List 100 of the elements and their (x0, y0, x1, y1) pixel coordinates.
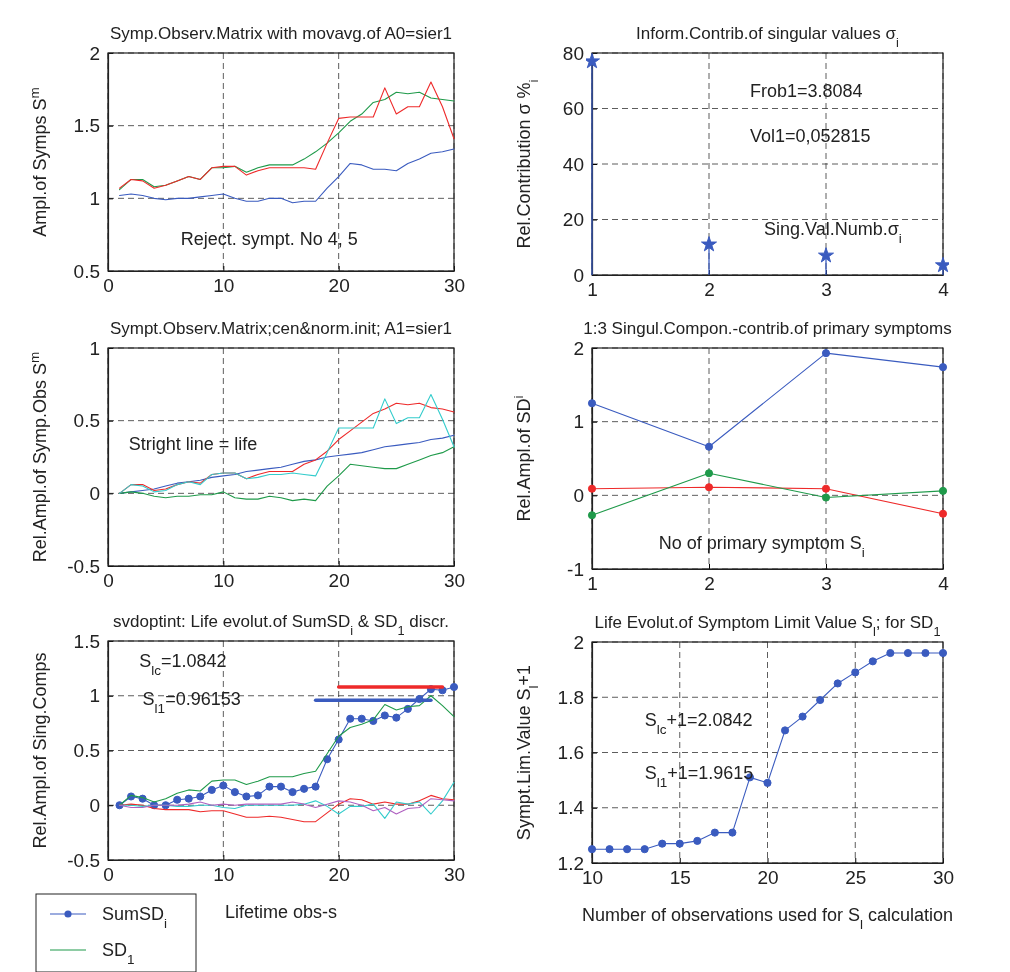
point (868, 657, 877, 666)
annotation: Stright line = life (128, 434, 258, 455)
annotation: S$_{lc}$+1=2.0842 (644, 709, 753, 737)
point (704, 483, 714, 492)
y-tick-label: 0 (89, 482, 100, 504)
point (816, 695, 825, 705)
point (449, 682, 459, 692)
point (704, 442, 714, 451)
point (817, 247, 835, 263)
point (851, 668, 860, 677)
x-axis-title: Lifetime obs-s (224, 902, 338, 922)
point (821, 493, 831, 502)
x-tick-label: 1 (587, 573, 598, 595)
line-series (118, 148, 455, 204)
x-tick-label: 10 (213, 570, 235, 592)
point (821, 484, 831, 493)
point (196, 792, 205, 801)
point (587, 511, 597, 520)
point (886, 648, 895, 658)
point (346, 714, 355, 723)
x-tick-label: 10 (213, 864, 235, 886)
point (300, 784, 309, 793)
point (587, 399, 597, 408)
point (253, 791, 262, 800)
x-tick-label: 0 (103, 864, 114, 886)
chart-title: Symp.Observ.Matrix with movavg.of A0=sier1 (109, 24, 453, 43)
point (265, 782, 274, 791)
point (763, 778, 772, 787)
x-tick-label: 30 (443, 864, 466, 886)
y-tick-label: 0 (89, 794, 100, 816)
x-tick-label: 3 (821, 573, 832, 595)
point (392, 713, 401, 722)
y-tick-label: -0.5 (67, 849, 100, 871)
x-tick-label: 0 (103, 275, 114, 297)
point (173, 795, 182, 804)
point (675, 839, 684, 848)
chart-title: Inform.Contrib.of singular values σ$_{i}$ (636, 24, 899, 50)
point (207, 785, 216, 794)
point (710, 828, 719, 837)
y-tick-label: 1.2 (557, 852, 584, 874)
annotation: Sing.Val.Numb.σ$_{i}$ (763, 219, 902, 246)
y-tick-label: 1.5 (73, 630, 100, 652)
point (242, 792, 251, 801)
point (938, 363, 948, 372)
annotation: S$_{l1}$+1=1.9615 (644, 763, 754, 790)
x-tick-label: 2 (704, 573, 715, 595)
point (586, 52, 601, 69)
y-tick-label: 2 (573, 337, 584, 359)
chart-title: svdoptint: Life evolut.of SumSD$_{i}$ & SD$_{1}$ discr. (113, 612, 449, 638)
x-tick-label: 25 (845, 867, 867, 889)
x-tick-label: 20 (328, 864, 350, 886)
y-tick-label: 1 (89, 187, 100, 209)
y-tick-label: 1 (89, 337, 100, 359)
chart-title: Life Evolut.of Symptom Limit Value S$_{l}$; for SD$_{1}$ (594, 613, 941, 639)
y-tick-label: 1 (89, 685, 100, 707)
x-tick-label: 30 (932, 867, 955, 889)
x-tick-label: 30 (443, 275, 466, 297)
y-tick-label: 1.4 (557, 797, 585, 819)
point (323, 755, 332, 764)
legend-label: SD$_{1}$ (102, 940, 135, 967)
y-tick-label: 20 (562, 209, 584, 231)
x-tick-label: 1 (587, 279, 598, 301)
point (311, 782, 320, 791)
y-tick-label: 80 (562, 42, 584, 64)
point (219, 781, 228, 790)
point (184, 794, 193, 803)
x-tick-label: 3 (821, 279, 832, 301)
point (276, 782, 286, 791)
point (780, 726, 790, 735)
point (640, 845, 649, 854)
point (700, 236, 718, 252)
point (230, 788, 239, 797)
x-tick-label: 0 (103, 570, 114, 592)
chart-title: Sympt.Observ.Matrix;cen&norm.init; A1=sier1 (109, 319, 453, 338)
point (938, 648, 948, 658)
y-tick-label: -1 (567, 558, 584, 580)
x-tick-label: 4 (938, 573, 950, 595)
annotation: S$_{l1}$=0.96153 (142, 688, 241, 716)
x-tick-label: 30 (443, 570, 466, 592)
annotation: No of primary symptom S$_{i}$ (658, 533, 865, 560)
point (605, 845, 614, 854)
point (380, 711, 389, 720)
y-axis-title: Rel.Ampl.of Sing.Comps (30, 652, 50, 849)
annotation: Frob1=3.8084 (749, 81, 863, 102)
y-tick-label: 60 (562, 98, 584, 120)
chart-title: 1:3 Singul.Compon.-contrib.of primary symptoms (583, 319, 952, 338)
y-tick-label: 1.8 (557, 686, 584, 708)
x-tick-label: 2 (704, 279, 715, 301)
x-tick-label: 20 (328, 275, 350, 297)
y-tick-label: 1 (573, 411, 584, 433)
point (938, 486, 948, 495)
point (921, 648, 930, 658)
point (833, 679, 842, 688)
point (903, 648, 912, 658)
y-tick-label: 0.5 (73, 740, 100, 762)
legend-label: SumSD$_{i}$ (102, 904, 168, 931)
point (798, 712, 807, 721)
y-tick-label: 1.6 (557, 742, 584, 764)
point (821, 349, 831, 358)
point (357, 714, 366, 723)
